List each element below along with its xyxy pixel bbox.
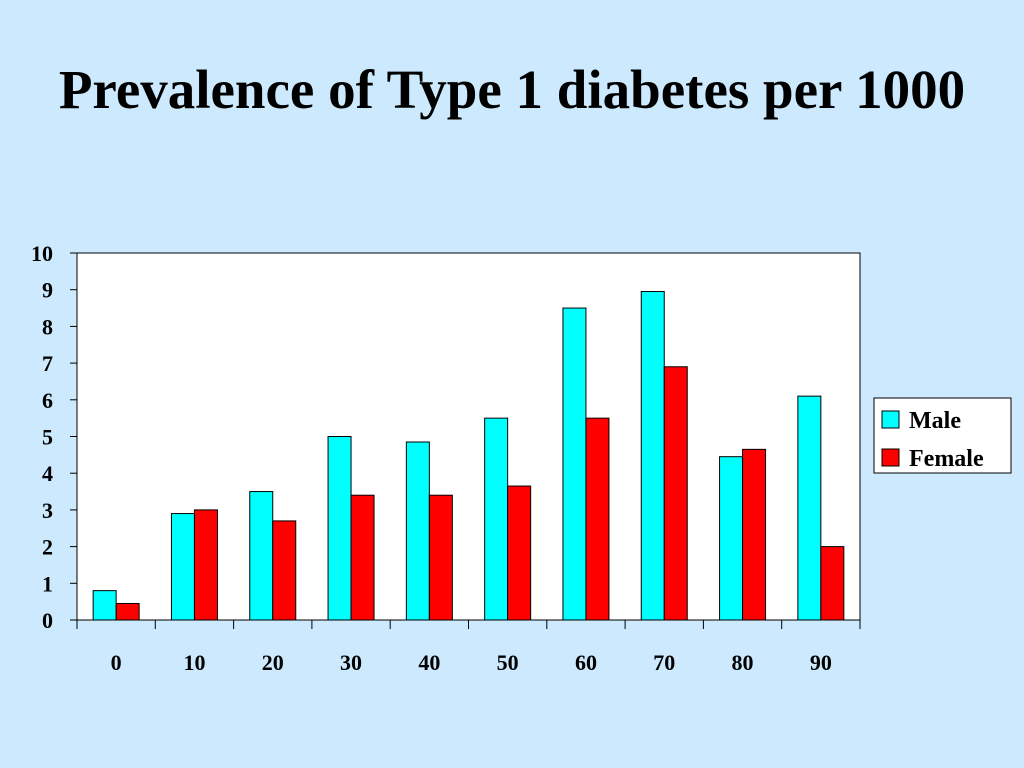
x-tick-label: 50 (497, 650, 519, 675)
x-tick-label: 30 (340, 650, 362, 675)
bar-male-70 (640, 291, 665, 621)
bar-male-10 (170, 513, 195, 621)
y-tick-label: 10 (31, 241, 53, 266)
y-tick-label: 8 (42, 314, 53, 339)
bar-female-50 (507, 485, 532, 621)
x-tick-label: 90 (810, 650, 832, 675)
bar-male-0 (92, 590, 117, 621)
bar-female-20 (272, 520, 297, 621)
legend-swatch-female (881, 448, 900, 467)
bar-female-30 (350, 494, 375, 621)
y-tick-label: 0 (42, 608, 53, 633)
bar-male-20 (249, 491, 274, 621)
y-tick-label: 7 (42, 351, 53, 376)
bar-female-40 (428, 494, 453, 621)
y-tick-label: 1 (42, 571, 53, 596)
bar-male-40 (405, 441, 430, 621)
legend-label-male: Male (909, 408, 961, 434)
x-tick-label: 20 (262, 650, 284, 675)
y-tick-label: 5 (42, 425, 53, 450)
bar-female-0 (115, 602, 140, 621)
x-tick-label: 70 (653, 650, 675, 675)
bar-male-80 (719, 456, 744, 621)
x-tick-label: 40 (418, 650, 440, 675)
bar-female-10 (193, 509, 218, 621)
y-axis: 0 1 2 3 4 5 6 7 8 9 10 (31, 241, 77, 633)
x-tick-label: 10 (183, 650, 205, 675)
bar-female-70 (663, 366, 688, 621)
y-tick-label: 9 (42, 278, 53, 303)
bar-female-90 (820, 546, 845, 621)
x-tick-label: 80 (732, 650, 754, 675)
bars (92, 291, 845, 621)
bar-female-60 (585, 417, 610, 621)
legend: Male Female (873, 397, 1012, 474)
bar-female-80 (742, 448, 767, 621)
y-tick-label: 6 (42, 388, 53, 413)
bar-male-30 (327, 436, 352, 621)
chart-title: Prevalence of Type 1 diabetes per 1000 (58, 59, 966, 120)
y-tick-label: 2 (42, 535, 53, 560)
y-tick-label: 4 (42, 461, 53, 486)
bar-male-50 (484, 417, 509, 621)
bar-male-90 (797, 395, 822, 621)
bar-male-60 (562, 307, 587, 621)
legend-swatch-male (881, 410, 900, 429)
x-axis: 0 10 20 30 40 50 60 70 80 90 (76, 620, 861, 675)
x-tick-label: 0 (111, 650, 122, 675)
y-tick-label: 3 (42, 498, 53, 523)
x-tick-label: 60 (575, 650, 597, 675)
legend-label-female: Female (909, 446, 984, 472)
